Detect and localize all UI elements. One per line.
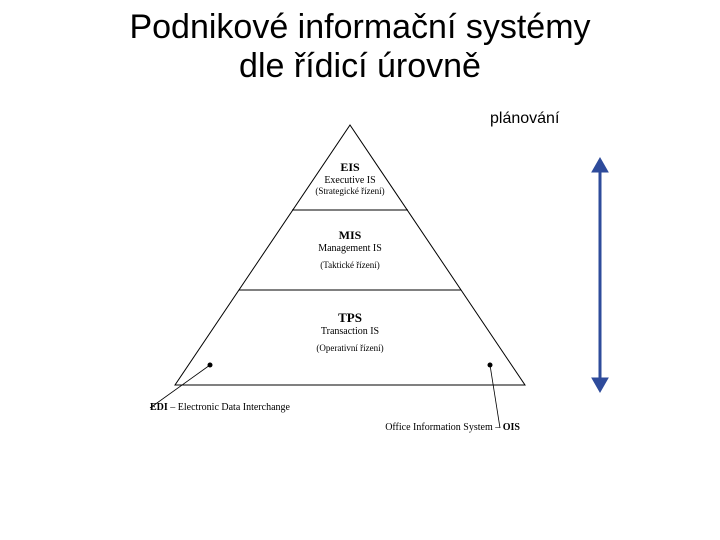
mis-abbr: MIS [280,228,420,243]
tps-desc: (Operativní řízení) [270,343,430,353]
ois-connector [490,365,500,428]
ois-sep: – [493,422,503,433]
ois-name: Office Information System [385,422,493,433]
mis-block: MIS Management IS (Taktické řízení) [280,228,420,270]
edi-name: Electronic Data Interchange [178,402,290,413]
eis-name: Executive IS [290,175,410,186]
edi-sep: – [168,402,178,413]
eis-abbr: EIS [290,160,410,175]
mis-desc: (Taktické řízení) [280,260,420,270]
title-line-1: Podnikové informační systémy [129,8,590,46]
mis-name: Management IS [280,243,420,254]
eis-block: EIS Executive IS (Strategické řízení) [290,160,410,196]
tps-name: Transaction IS [270,326,430,337]
tps-block: TPS Transaction IS (Operativní řízení) [270,310,430,353]
diagram-stage: plánování EIS Executive IS (Strategické … [0,110,720,540]
tps-abbr: TPS [270,310,430,326]
eis-desc: (Strategické řízení) [290,186,410,196]
ois-abbr: OIS [503,422,520,433]
edi-abbr: EDI [150,402,168,413]
ois-label: Office Information System – OIS [300,422,520,433]
edi-label: EDI – Electronic Data Interchange [150,402,410,413]
title-line-2: dle řídicí úrovně [239,47,481,85]
page-title: Podnikové informační systémy dle řídicí … [0,0,720,86]
double-arrow [592,158,608,392]
